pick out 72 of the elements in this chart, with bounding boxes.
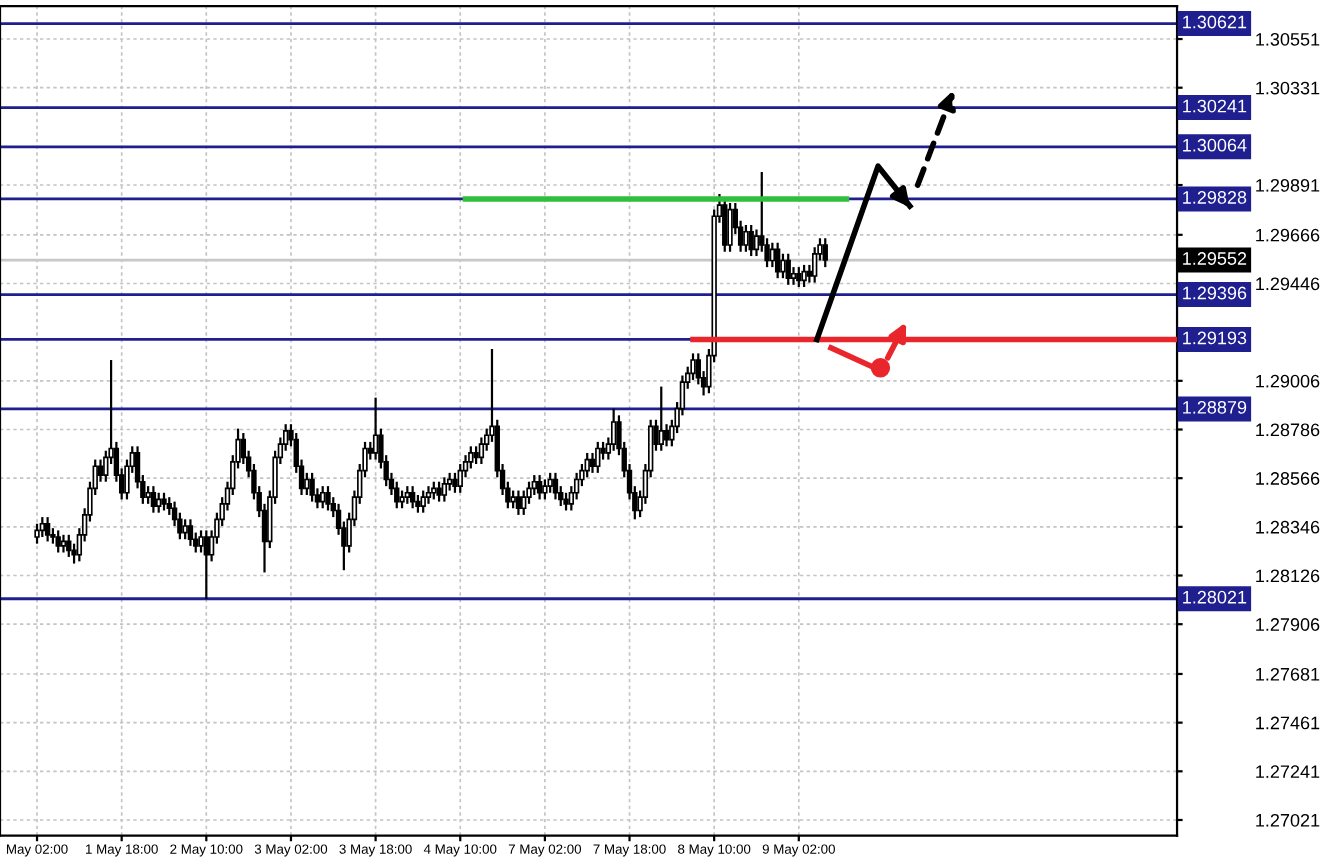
y-tick-label: 1.28786	[1256, 423, 1320, 437]
y-tick-label: 1.30551	[1256, 32, 1320, 46]
y-tick-label: 1.27461	[1256, 716, 1320, 730]
candlestick	[547, 471, 553, 494]
candlestick	[552, 471, 559, 501]
candlestick	[452, 471, 458, 494]
candlestick	[722, 197, 728, 253]
candlestick	[60, 533, 67, 554]
candlestick	[584, 451, 590, 479]
candlestick	[203, 529, 210, 601]
y-tick-label: 1.28566	[1256, 472, 1320, 485]
candlestick	[39, 516, 46, 539]
y-tick-label: 1.27681	[1256, 667, 1320, 681]
candlestick	[515, 489, 522, 517]
candlestick	[325, 485, 331, 512]
candlestick	[542, 478, 548, 501]
candlestick	[769, 241, 776, 269]
candlestick	[743, 223, 749, 253]
y-tick-label: 1.27241	[1256, 765, 1320, 778]
candlestick	[801, 263, 807, 289]
ref-line-label: 1.30064	[1183, 138, 1247, 152]
candlestick	[156, 491, 162, 514]
candlestick	[187, 518, 194, 547]
candlestick	[320, 485, 326, 510]
candlestick	[796, 266, 802, 289]
candlestick	[420, 489, 426, 514]
candlestick	[822, 237, 828, 269]
ref-line-label: 1.30621	[1183, 15, 1247, 29]
candlestick	[811, 246, 818, 284]
y-tick-label: 1.30331	[1256, 81, 1320, 95]
candlestick	[521, 489, 527, 517]
y-tick-label: 1.29006	[1256, 374, 1320, 388]
candlestick	[690, 352, 696, 382]
candlestick	[436, 480, 442, 503]
candlestick	[66, 533, 72, 559]
candlestick	[531, 473, 537, 497]
candlestick	[150, 485, 157, 514]
candlestick	[372, 396, 379, 461]
candlestick	[44, 516, 51, 543]
ref-line-label: 1.29396	[1183, 286, 1247, 300]
candlestick	[727, 201, 733, 253]
candlestick	[785, 252, 791, 286]
candlestick	[441, 476, 448, 503]
candlestick	[34, 522, 40, 545]
candlestick	[309, 471, 315, 503]
candlestick	[457, 462, 463, 494]
ref-line-label: 1.28879	[1183, 400, 1247, 414]
candlestick	[425, 485, 432, 505]
y-tick-label: 1.29446	[1256, 277, 1320, 291]
candlestick	[658, 385, 664, 452]
candlestick	[409, 485, 416, 510]
candlestick	[478, 436, 485, 466]
candlestick	[182, 518, 188, 541]
candlestick	[595, 440, 601, 474]
ref-line-label: 1.29193	[1183, 331, 1247, 345]
candlestick	[610, 407, 617, 452]
candlestick	[55, 529, 61, 554]
y-tick-label: 1.27906	[1256, 618, 1320, 631]
y-tick-label: 1.28346	[1256, 520, 1320, 534]
candlestick	[748, 223, 754, 258]
y-tick-label: 1.28126	[1256, 569, 1320, 583]
y-tick-label: 1.29666	[1256, 228, 1320, 242]
candlestick	[774, 241, 781, 280]
ref-line-label: 1.28021	[1183, 590, 1247, 604]
candlestick	[394, 480, 400, 510]
ref-line-label: 1.30241	[1183, 99, 1247, 113]
y-tick-label: 1.29891	[1256, 178, 1320, 192]
ref-line-label: 1.29828	[1183, 191, 1247, 204]
candlestick	[536, 473, 543, 501]
y-tick-label: 1.27021	[1256, 813, 1320, 827]
candlestick	[468, 445, 474, 470]
ref-line-label: 1.29552	[1183, 252, 1247, 265]
